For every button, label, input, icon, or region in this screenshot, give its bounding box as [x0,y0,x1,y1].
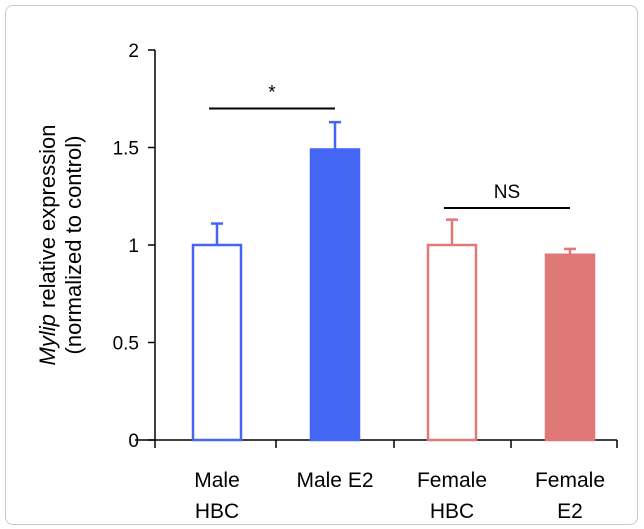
y-tick-label: 0.5 [113,334,139,355]
y-axis-label-line2: (normalized to control) [61,136,86,355]
significance-label: NS [494,182,520,203]
bar-1 [191,243,243,442]
y-tick-label: 1.5 [113,139,139,160]
y-axis-label-rest: relative expression [35,125,60,315]
y-axis-label-gene: Mylip [35,314,60,365]
y-tick-label: 0 [128,431,139,452]
bar-2 [309,148,361,442]
significance-label: * [268,83,276,104]
y-tick-label: 1 [128,236,139,257]
x-category-label: Male E2 [296,469,373,492]
x-category-label: Male [194,469,240,492]
y-tick-label: 2 [128,41,139,62]
x-category-label: Female [535,469,605,492]
x-category-label: Female [417,469,487,492]
bar-4 [544,253,596,442]
x-category-label: HBC [430,500,474,523]
y-axis-label: Mylip relative expression [35,125,60,366]
x-category-label: HBC [195,500,239,523]
x-category-label: E2 [557,500,583,523]
bar-3 [426,243,478,442]
plot-area: 0 0.5 1 1.5 2 Male HBC Male E2 Female HBC Female E2… [113,41,618,523]
